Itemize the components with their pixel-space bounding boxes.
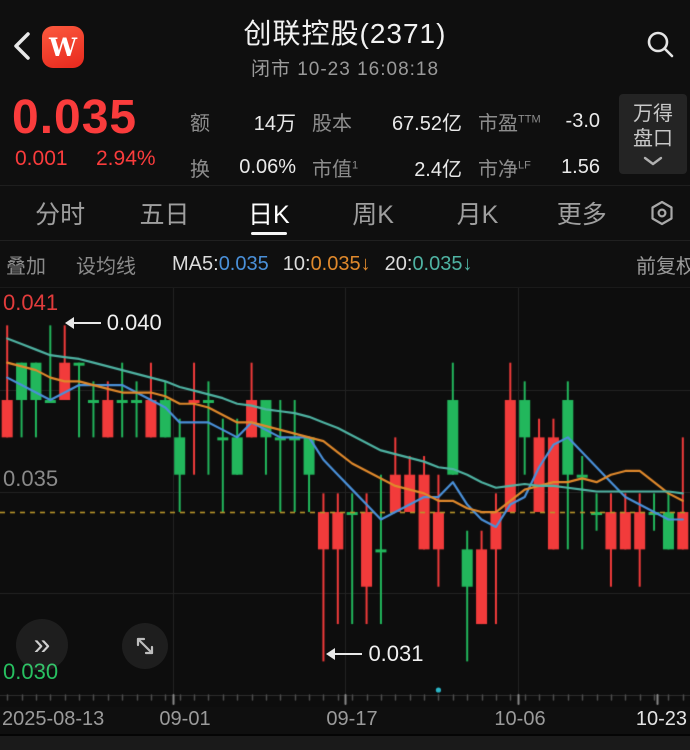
- stat-value: -3.0: [565, 109, 600, 132]
- stat-shares: 股本 67.52亿: [312, 98, 462, 144]
- x-label-latest: 10-23: [635, 708, 687, 730]
- wind-order-book-button[interactable]: 万得 盘口: [619, 94, 687, 174]
- back-button[interactable]: [10, 28, 36, 64]
- tab-five-day[interactable]: 五日: [139, 201, 190, 229]
- indicator-bar: 叠加 设均线 MA5:0.035 10:0.035↓ 20:0.035↓ 前复权: [0, 241, 690, 288]
- tab-more[interactable]: 更多: [556, 201, 607, 229]
- resize-diagonal-icon: [136, 637, 154, 655]
- stats-grid: 额 14万 股本 67.52亿 市盈TTM -3.0 换 0.06% 市值1 2…: [190, 98, 600, 190]
- period-low-annotation: 0.031: [326, 641, 424, 667]
- stat-amount: 额 14万: [190, 98, 296, 144]
- stat-label: 换: [190, 158, 210, 181]
- arrow-left-icon: [326, 648, 363, 661]
- market-status: 闭市 10-23 16:08:18: [250, 59, 440, 80]
- search-icon: [647, 31, 674, 58]
- x-label: 09-17: [326, 708, 378, 730]
- panel-label-line2: 盘口: [633, 128, 673, 150]
- settings-icon: [651, 200, 673, 226]
- stat-pb: 市净LF 1.56: [478, 144, 600, 190]
- last-price: 0.035: [12, 91, 138, 144]
- forward-adjust-button[interactable]: 前复权: [636, 255, 690, 278]
- stat-pe: 市盈TTM -3.0: [478, 98, 600, 144]
- x-label: 09-01: [159, 708, 211, 730]
- period-tabs: 分时 五日 日K 周K 月K 更多: [0, 185, 690, 241]
- y-axis-min-label: 0.030: [3, 659, 59, 684]
- page-title: 创联控股(2371): [243, 18, 447, 49]
- ma10-legend: 10:0.035↓: [282, 252, 371, 275]
- stat-value: 2.4亿: [414, 158, 462, 181]
- candlestick-chart-canvas[interactable]: [0, 288, 690, 707]
- y-axis-mid-label: 0.035: [3, 466, 59, 491]
- panel-label-line1: 万得: [633, 103, 673, 125]
- stat-label: 股本: [312, 112, 352, 135]
- bottom-panel-divider: [0, 734, 690, 750]
- chevron-down-icon: [643, 156, 663, 166]
- x-axis-labels: 2025-08-13 09-01 09-17 10-06 10-23: [0, 705, 690, 733]
- price-change-percent: 2.94%: [96, 147, 156, 170]
- ma5-legend: MA5:0.035: [172, 252, 269, 275]
- stat-label: 额: [190, 112, 210, 135]
- x-label: 10-06: [494, 708, 546, 730]
- stat-value: 14万: [253, 112, 296, 135]
- arrow-left-icon: [64, 317, 101, 330]
- stat-label: 市值1: [312, 158, 359, 181]
- ma20-legend: 20:0.035↓: [384, 252, 473, 275]
- double-chevron-icon: »: [33, 628, 51, 661]
- set-ma-button[interactable]: 设均线: [76, 255, 136, 278]
- header: W 创联控股(2371) 闭市 10-23 16:08:18: [0, 0, 690, 90]
- low-annotation-value: 0.031: [368, 641, 424, 667]
- tab-weekly-k[interactable]: 周K: [352, 201, 394, 229]
- search-button[interactable]: [644, 28, 676, 60]
- ma-legend: MA5:0.035 10:0.035↓ 20:0.035↓: [172, 253, 473, 276]
- quote-block: 0.035 0.001 2.94% 额 14万 股本 67.52亿 市盈TTM …: [0, 90, 690, 184]
- stat-label: 市净LF: [478, 158, 531, 181]
- tab-daily-k[interactable]: 日K: [217, 186, 321, 240]
- chevron-left-icon: [14, 32, 30, 60]
- overlay-button[interactable]: 叠加: [6, 255, 46, 278]
- wind-logo-icon: W: [42, 26, 84, 68]
- y-axis-max-label: 0.041: [3, 290, 59, 315]
- stat-mktcap: 市值1 2.4亿: [312, 144, 462, 190]
- period-high-annotation: 0.040: [64, 310, 162, 336]
- stat-turnover: 换 0.06%: [190, 144, 296, 190]
- expand-indicators-button[interactable]: »: [16, 619, 68, 671]
- x-label: 2025-08-13: [2, 708, 105, 730]
- stat-value: 0.06%: [239, 155, 296, 178]
- kline-chart: 0.041 0.035 0.030 0.040 0.031 »: [0, 288, 690, 707]
- fullscreen-button[interactable]: [122, 623, 168, 669]
- high-annotation-value: 0.040: [106, 310, 162, 336]
- stat-value: 1.56: [561, 155, 600, 178]
- stat-label: 市盈TTM: [478, 112, 541, 135]
- price-change: 0.001: [15, 147, 68, 170]
- tab-monthly-k[interactable]: 月K: [456, 201, 499, 229]
- stat-value: 67.52亿: [391, 112, 462, 135]
- chart-settings-button[interactable]: [634, 186, 690, 240]
- tab-minute[interactable]: 分时: [35, 201, 86, 229]
